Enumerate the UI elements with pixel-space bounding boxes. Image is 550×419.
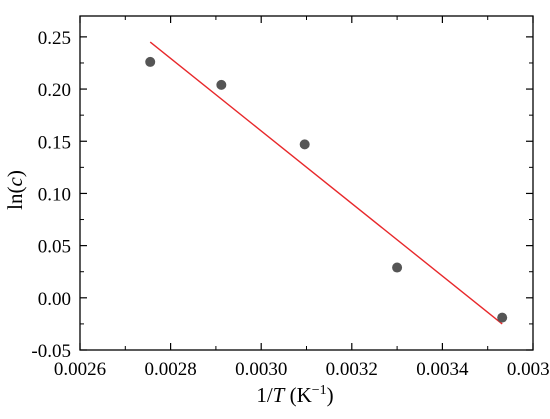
x-tick-label: 0.0034 bbox=[416, 359, 469, 380]
y-tick-label: 0.15 bbox=[38, 132, 71, 153]
x-tick-label: 0.0028 bbox=[144, 359, 196, 380]
data-point bbox=[145, 56, 156, 67]
x-tick-label: 0.0036 bbox=[507, 359, 550, 380]
data-point bbox=[392, 262, 403, 273]
ticks: 0.0026 0.0028 0.0030 0.0032 0.0034 0.0036 -0.0… bbox=[31, 16, 550, 380]
data-point bbox=[216, 79, 227, 90]
y-tick-label: 0.10 bbox=[38, 184, 71, 205]
y-tick-label: 0.00 bbox=[38, 289, 71, 310]
y-tick-label: 0.05 bbox=[38, 237, 71, 258]
y-tick-label: -0.05 bbox=[31, 341, 71, 362]
fit-line bbox=[149, 41, 503, 325]
data-point bbox=[299, 139, 310, 150]
x-tick-label: 0.0026 bbox=[54, 359, 106, 380]
x-tick-label: 0.0032 bbox=[326, 359, 378, 380]
x-tick-label: 0.0030 bbox=[235, 359, 287, 380]
y-tick-label: 0.20 bbox=[38, 80, 71, 101]
data-point bbox=[497, 312, 508, 323]
data-series bbox=[145, 41, 508, 325]
x-axis-title: 1/T (K−1) bbox=[256, 383, 333, 407]
y-axis-title: ln(c) bbox=[3, 170, 27, 210]
y-tick-label: 0.25 bbox=[38, 28, 71, 49]
